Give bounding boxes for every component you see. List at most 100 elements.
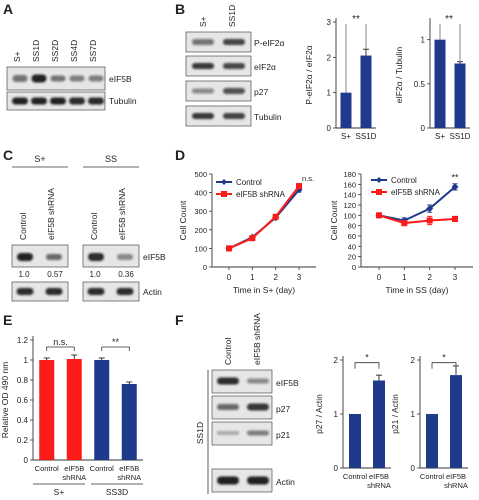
x-tick-label: 3 <box>453 273 458 282</box>
x-tick-label: 2 <box>427 273 432 282</box>
blot-band <box>247 403 269 411</box>
blot-strip-p27-b <box>185 80 252 102</box>
blot-band <box>217 377 239 385</box>
panel-e: E 0 0.2 0.4 0.6 0.8 1 1.2 Relative OD 490 nm Con… <box>0 312 143 497</box>
y-tick-label: 0.8 <box>17 376 29 385</box>
blot-lane-labels-c: Control eIF5B shRNA Control eIF5B shRNA <box>18 188 127 240</box>
y-tick-label: 0 <box>352 263 356 272</box>
panel-letter-c: C <box>3 147 13 163</box>
y-tick-label: 180 <box>343 170 356 179</box>
significance-label: * <box>442 353 446 363</box>
y-tick-label: 2 <box>334 356 339 365</box>
bar <box>450 375 462 468</box>
y-tick-label: 0.4 <box>17 416 29 425</box>
blot-band <box>192 88 214 94</box>
blot-lane-labels-b: S+ SS1D <box>198 5 237 27</box>
significance-label: n.s. <box>302 174 314 183</box>
panel-f: F Control eIF5B shRNA SS1D eIF5B p27 p21 … <box>175 312 468 494</box>
x-category-label: S+ <box>435 132 445 141</box>
series-line-eif5b-shrna <box>378 214 456 225</box>
y-tick-label: 0 <box>421 124 426 133</box>
blot-strip-tubulin-b <box>185 105 252 127</box>
blot-band <box>192 39 214 45</box>
y-tick-label: 1 <box>411 410 416 419</box>
panel-letter-d: D <box>175 147 185 163</box>
panel-c: C S+ SS Control eIF5B shRNA Control eIF5B s… <box>3 147 166 302</box>
x-axis-title: Time in SS (day) <box>386 285 449 295</box>
blot-band <box>217 404 239 410</box>
data-point <box>401 220 408 227</box>
y-tick-label: 100 <box>343 211 356 220</box>
blot-strip-eif5b-splus-c <box>11 244 69 268</box>
bar <box>340 92 352 128</box>
blot-band <box>46 254 62 260</box>
lane-label: SS2D <box>50 40 60 62</box>
blot-band <box>12 75 28 82</box>
bar-chart-e-od490: 0 0.2 0.4 0.6 0.8 1 1.2 Relative OD 490 nm Contr… <box>0 336 143 497</box>
blot-strip-actin-ss-c <box>82 281 140 302</box>
y-tick-label: 20 <box>348 253 356 262</box>
blot-label-tubulin-b: Tubulin <box>254 112 282 122</box>
y-tick-label: 200 <box>194 226 207 235</box>
y-tick-label: 160 <box>343 180 356 189</box>
significance-label: ** <box>451 173 459 183</box>
legend-label: eIF5B shRNA <box>391 188 441 197</box>
x-category-label-line: shRNA <box>444 481 468 490</box>
blot-label-p27-b: p27 <box>254 87 268 97</box>
lane-label: S+ <box>198 16 208 27</box>
blot-lane-labels-f: Control eIF5B shRNA <box>223 313 262 365</box>
series-line-control <box>378 186 456 222</box>
x-category-label: Control <box>35 464 60 473</box>
y-axis-title: Relative OD 490 nm <box>0 362 10 439</box>
y-tick-label: 300 <box>194 207 207 216</box>
bar-chart-f-p21: 0 1 2 p21 / Actin Control eIF5B shRNA * <box>390 353 468 490</box>
y-tick-label: 120 <box>343 201 356 210</box>
blot-band <box>88 253 104 261</box>
blot-band <box>50 97 66 105</box>
x-category-label: SS1D <box>356 132 377 141</box>
blot-label-eif5b-a: eIF5B <box>109 74 132 84</box>
lane-label: Control <box>89 212 99 240</box>
data-point <box>426 205 434 213</box>
blot-label-tubulin-a: Tubulin <box>109 96 137 106</box>
bar-chart-b-peif2a: 0 1 2 3 P-eIF2α / eIF2α S+ SS1D ** <box>304 14 377 141</box>
blot-band <box>45 288 63 295</box>
legend-marker <box>221 179 227 185</box>
x-category-label: eIF5B shRNA <box>367 472 391 490</box>
x-category-label-line: eIF5B <box>369 472 389 481</box>
lane-label: eIF5B shRNA <box>46 188 56 240</box>
blot-band <box>69 75 85 82</box>
blot-band <box>247 378 269 384</box>
bar <box>454 63 466 129</box>
blot-bands-b <box>192 39 245 119</box>
y-tick-label: 0 <box>24 456 29 465</box>
y-tick-label: 0 <box>334 464 339 473</box>
lane-label: eIF5B shRNA <box>117 188 127 240</box>
lane-label: SS1D <box>31 40 41 62</box>
bar <box>94 360 110 460</box>
y-axis-title: P-eIF2α / eIF2α <box>304 45 314 105</box>
significance-label: ** <box>112 337 120 347</box>
x-category-label-line: shRNA <box>62 473 86 482</box>
blot-lane-labels-a: S+ SS1D SS2D SS4D SS7D <box>12 40 98 62</box>
blot-band <box>17 253 33 261</box>
y-tick-label: 0 <box>327 124 332 133</box>
y-tick-label: 40 <box>348 242 356 251</box>
x-category-label-line: shRNA <box>117 473 141 482</box>
blot-band <box>223 113 245 119</box>
blot-band <box>31 97 47 105</box>
x-tick-label: 3 <box>297 273 302 282</box>
quant-value-1-c: 1.0 <box>18 270 30 279</box>
legend-marker <box>221 191 227 197</box>
legend-label: eIF5B shRNA <box>236 190 286 199</box>
blot-label-eif5b-f: eIF5B <box>276 378 299 388</box>
x-tick-label: 1 <box>250 273 255 282</box>
blot-strip-p27-f <box>211 395 273 420</box>
blot-band <box>116 288 134 295</box>
y-tick-label: 3 <box>327 18 332 27</box>
side-label-ss1d-f: SS1D <box>195 422 205 444</box>
x-category-label-line: eIF5B <box>119 464 139 473</box>
data-point <box>249 235 256 242</box>
group-label-ss-c: SS <box>105 154 117 164</box>
